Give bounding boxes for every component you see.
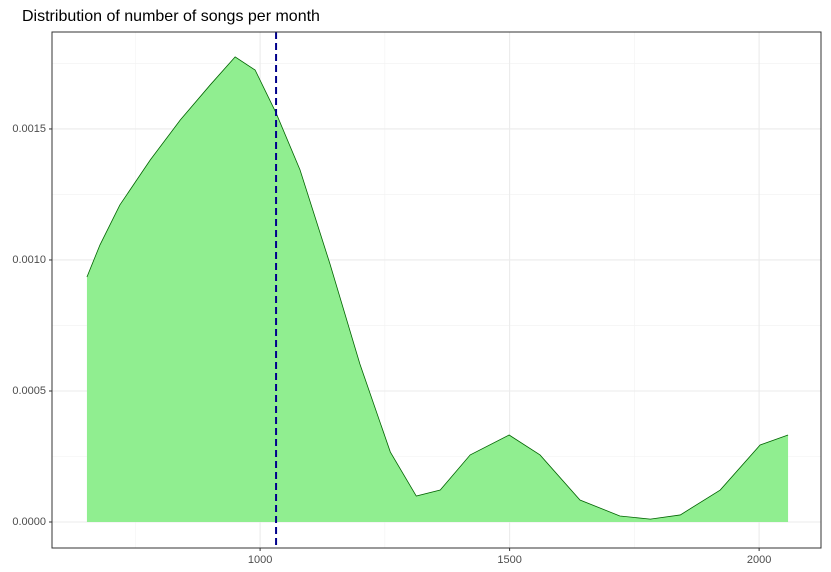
x-tick-label: 1500: [497, 554, 521, 566]
panel-border: [51, 31, 822, 549]
y-tick-label: 0.0005: [12, 385, 46, 397]
y-tick-label: 0.0010: [12, 254, 46, 266]
x-tick-label: 2000: [747, 554, 771, 566]
density-line: [86, 56, 789, 520]
y-tick-label: 0.0015: [12, 123, 46, 135]
density-area: [86, 56, 789, 523]
x-tick-label: 1000: [248, 554, 272, 566]
y-tick-label: 0.0000: [12, 516, 46, 528]
chart-title: Distribution of number of songs per mont…: [22, 8, 320, 25]
